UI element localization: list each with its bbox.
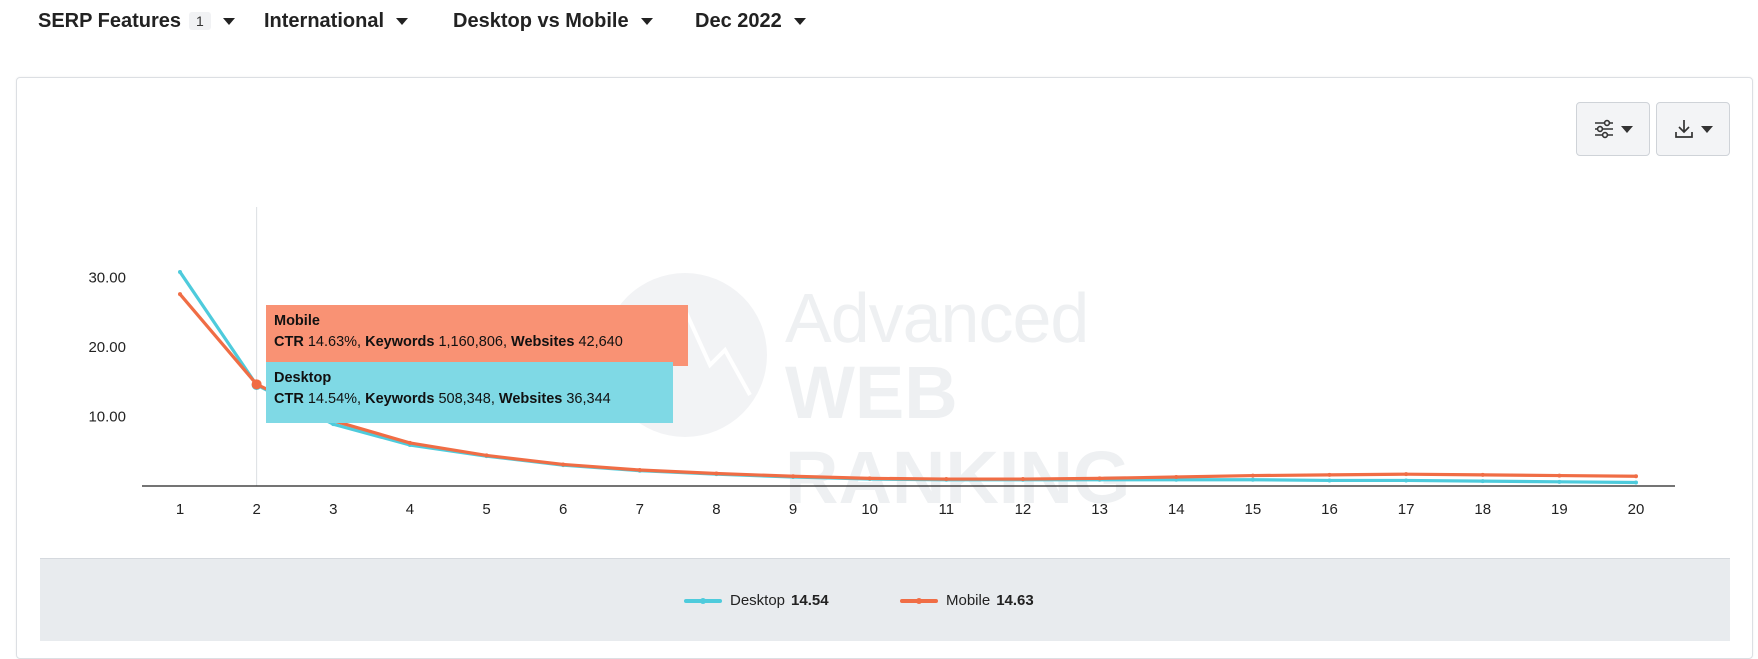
- x-tick-label: 18: [1474, 501, 1491, 518]
- x-tick-label: 15: [1244, 501, 1261, 518]
- x-tick-label: 14: [1168, 501, 1185, 518]
- mobile-line-swatch: [900, 597, 938, 604]
- mobile-data-point: [484, 453, 489, 458]
- mobile-tooltip: Mobile CTR 14.63%, Keywords 1,160,806, W…: [266, 305, 688, 366]
- tooltip-desktop-ctr-label: CTR: [274, 391, 304, 407]
- desktop-data-point: [1327, 478, 1332, 483]
- legend-desktop-name: Desktop: [730, 592, 786, 609]
- mobile-data-point: [251, 379, 262, 390]
- tooltip-desktop-websites-label: Websites: [498, 391, 563, 407]
- desktop-data-point: [1480, 479, 1485, 484]
- mobile-data-point: [1634, 474, 1638, 479]
- mobile-data-point: [944, 477, 949, 482]
- tooltip-mobile-websites: 42,640: [578, 334, 623, 350]
- desktop-tooltip: Desktop CTR 14.54%, Keywords 508,348, We…: [266, 362, 673, 423]
- serp-features-filter[interactable]: SERP Features 1: [38, 8, 235, 34]
- mobile-data-point: [1097, 476, 1102, 481]
- mobile-data-point: [637, 468, 642, 473]
- tooltip-desktop-keywords-label: Keywords: [365, 391, 435, 407]
- device-filter[interactable]: Desktop vs Mobile: [453, 8, 653, 34]
- desktop-data-point: [331, 422, 336, 427]
- x-tick-label: 9: [789, 501, 797, 518]
- y-tick-label: 10.00: [88, 409, 126, 426]
- chart-settings-button[interactable]: [1576, 102, 1650, 156]
- chevron-down-icon: [1701, 125, 1713, 133]
- mobile-data-point: [867, 476, 872, 481]
- mobile-data-point: [1480, 472, 1485, 477]
- legend-item-mobile[interactable]: Mobile 14.63: [900, 592, 1034, 609]
- mobile-data-point: [1250, 473, 1255, 478]
- y-tick-label: 20.00: [88, 339, 126, 356]
- mobile-data-point: [1174, 474, 1179, 479]
- legend-desktop-value: 14.54: [791, 592, 829, 609]
- mobile-data-point: [1404, 472, 1409, 477]
- x-tick-label: 1: [176, 501, 184, 518]
- tooltip-desktop-keywords: 508,348,: [438, 391, 495, 407]
- x-tick-label: 20: [1628, 501, 1645, 518]
- mobile-series-line: [178, 293, 1637, 481]
- date-filter[interactable]: Dec 2022: [695, 8, 806, 34]
- tooltip-mobile-keywords-label: Keywords: [365, 334, 435, 350]
- desktop-data-point: [1557, 479, 1562, 484]
- tooltip-mobile-ctr-label: CTR: [274, 334, 304, 350]
- country-label: International: [264, 9, 385, 32]
- chevron-down-icon: [222, 17, 235, 25]
- x-tick-label: 6: [559, 501, 567, 518]
- chevron-down-icon: [640, 17, 653, 25]
- desktop-line-swatch: [684, 597, 722, 604]
- sliders-icon: [1595, 119, 1613, 139]
- mobile-data-point: [714, 471, 719, 476]
- device-label: Desktop vs Mobile: [453, 9, 629, 32]
- desktop-data-point: [1250, 477, 1255, 482]
- x-tick-label: 17: [1398, 501, 1415, 518]
- chart-legend: Desktop 14.54 Mobile 14.63: [40, 558, 1730, 641]
- legend-item-desktop[interactable]: Desktop 14.54: [684, 592, 829, 609]
- desktop-data-point: [1174, 477, 1179, 482]
- mobile-data-point: [178, 292, 182, 297]
- download-icon: [1675, 120, 1693, 138]
- x-tick-label: 16: [1321, 501, 1338, 518]
- chevron-down-icon: [1621, 125, 1633, 133]
- x-tick-label: 8: [712, 501, 720, 518]
- date-label: Dec 2022: [695, 9, 782, 32]
- mobile-data-point: [1020, 477, 1025, 482]
- serp-features-label: SERP Features: [38, 9, 182, 32]
- tooltip-desktop-websites: 36,344: [566, 391, 611, 407]
- filter-bar: SERP Features 1 International Desktop vs…: [0, 0, 1758, 44]
- x-tick-label: 12: [1015, 501, 1032, 518]
- desktop-data-point: [1404, 478, 1409, 483]
- tooltip-mobile-title: Mobile: [274, 313, 320, 329]
- chevron-down-icon: [793, 17, 806, 25]
- tooltip-mobile-ctr: 14.63%,: [307, 334, 362, 350]
- legend-mobile-name: Mobile: [946, 592, 991, 609]
- x-tick-label: 11: [939, 501, 955, 518]
- x-tick-label: 19: [1551, 501, 1568, 518]
- x-tick-label: 10: [861, 501, 878, 518]
- chevron-down-icon: [396, 17, 409, 25]
- country-filter[interactable]: International: [264, 8, 409, 34]
- x-tick-label: 3: [329, 501, 337, 518]
- legend-mobile-value: 14.63: [996, 592, 1034, 609]
- x-tick-label: 13: [1091, 501, 1108, 518]
- desktop-data-point: [1634, 480, 1638, 485]
- tooltip-desktop-ctr: 14.54%,: [307, 391, 362, 407]
- mobile-data-point: [1557, 473, 1562, 478]
- mobile-data-point: [407, 440, 412, 445]
- serp-features-count-badge: 1: [189, 12, 211, 30]
- desktop-data-point: [178, 269, 182, 274]
- mobile-data-point: [1327, 472, 1332, 477]
- mobile-data-point: [791, 474, 796, 479]
- tooltip-mobile-websites-label: Websites: [511, 334, 575, 350]
- tooltip-desktop-title: Desktop: [274, 370, 332, 386]
- x-tick-label: 2: [252, 501, 260, 518]
- x-tick-label: 7: [636, 501, 644, 518]
- x-tick-label: 4: [406, 501, 414, 518]
- y-tick-label: 30.00: [88, 270, 126, 287]
- x-tick-label: 5: [482, 501, 490, 518]
- tooltip-mobile-keywords: 1,160,806,: [438, 334, 507, 350]
- export-button[interactable]: [1656, 102, 1730, 156]
- mobile-data-point: [561, 462, 566, 467]
